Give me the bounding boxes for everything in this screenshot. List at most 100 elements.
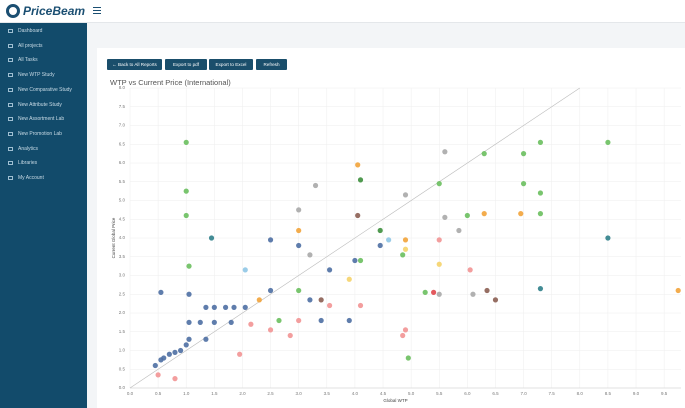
data-point: [307, 297, 313, 303]
logo-text: PriceBeam: [23, 4, 86, 18]
menu-icon: [8, 87, 13, 92]
toolbar-button[interactable]: Refresh: [256, 59, 287, 70]
y-tick-label: 6.5: [119, 141, 126, 146]
data-point: [436, 261, 442, 267]
menu-item[interactable]: My Account: [0, 171, 87, 185]
data-point: [222, 304, 229, 310]
toolbar-button[interactable]: Export to Excel: [209, 59, 253, 70]
data-point: [464, 212, 470, 219]
data-point: [442, 214, 448, 220]
report-panel: [97, 48, 685, 408]
x-tick-label: 9.5: [661, 391, 668, 396]
x-tick-label: 8.5: [605, 391, 612, 396]
menu-toggle[interactable]: [93, 7, 101, 14]
menu-item[interactable]: New Attribute Study: [0, 98, 87, 112]
menu-item[interactable]: Analytics: [0, 142, 87, 156]
data-point: [355, 212, 361, 219]
menu-item[interactable]: Dashboard: [0, 24, 87, 38]
menu-item[interactable]: Libraries: [0, 156, 87, 170]
data-point: [402, 192, 409, 198]
data-point: [155, 372, 161, 378]
x-tick-label: 4.0: [352, 391, 359, 396]
menu-label: All projects: [18, 42, 43, 49]
menu-item[interactable]: New Comparative Study: [0, 83, 87, 97]
y-tick-label: 0.5: [119, 366, 126, 371]
data-point: [346, 276, 352, 282]
data-point: [605, 235, 611, 241]
data-point: [267, 287, 274, 294]
data-point: [203, 336, 209, 342]
data-point: [352, 257, 358, 264]
x-tick-label: 3.0: [296, 391, 303, 396]
menu-item[interactable]: New Assortment Lab: [0, 112, 87, 126]
menu-label: Dashboard: [18, 28, 43, 34]
x-tick-label: 2.5: [267, 391, 274, 396]
y-tick-label: 7.0: [119, 123, 126, 128]
data-point: [276, 317, 282, 324]
menu-icon: [8, 176, 13, 180]
menu-icon: [8, 117, 13, 122]
toolbar-button[interactable]: ← Back to All Reports: [107, 59, 162, 70]
data-point: [287, 332, 293, 339]
data-point: [178, 347, 184, 354]
menu-label: New WTP Study: [18, 72, 55, 79]
data-point: [256, 297, 262, 303]
data-point: [357, 302, 364, 309]
data-point: [267, 237, 274, 243]
x-tick-label: 2.0: [239, 391, 246, 396]
data-point: [267, 327, 274, 333]
menu-icon: [8, 58, 13, 63]
x-tick-label: 3.5: [324, 391, 331, 396]
data-point: [402, 246, 409, 252]
data-point: [405, 355, 411, 361]
x-tick-label: 7.0: [520, 391, 527, 396]
x-tick-label: 9.0: [633, 391, 640, 396]
data-point: [203, 304, 209, 310]
toolbar-button[interactable]: Export to pdf: [165, 59, 207, 70]
data-point: [228, 319, 234, 325]
y-tick-label: 1.0: [119, 348, 126, 353]
data-point: [436, 181, 442, 187]
data-point: [231, 304, 237, 310]
x-tick-label: 5.0: [408, 391, 415, 396]
y-tick-label: 4.5: [119, 216, 126, 221]
data-point: [248, 321, 254, 327]
menu-item[interactable]: All projects: [0, 39, 87, 53]
data-point: [183, 342, 189, 348]
data-point: [481, 151, 487, 157]
data-point: [296, 227, 302, 234]
data-point: [484, 287, 490, 294]
menu-item[interactable]: All Tasks: [0, 53, 87, 67]
logo[interactable]: PriceBeam: [6, 2, 85, 20]
x-tick-label: 5.5: [436, 391, 443, 396]
data-point: [186, 319, 192, 325]
y-tick-label: 1.5: [119, 329, 126, 334]
data-point: [436, 237, 442, 243]
data-point: [183, 139, 189, 145]
y-tick-label: 0.0: [119, 385, 126, 390]
data-point: [400, 332, 406, 339]
y-axis-label: Current Global Price: [111, 217, 116, 258]
menu-item[interactable]: New WTP Study: [0, 68, 87, 82]
menu-item[interactable]: New Promotion Lab: [0, 127, 87, 141]
x-axis-label: Global WTP: [383, 398, 407, 403]
y-tick-label: 5.0: [119, 198, 126, 203]
menu-icon: [8, 146, 13, 151]
data-point: [520, 181, 527, 187]
menu-label: New Assortment Lab: [18, 116, 65, 123]
menu-icon: [8, 102, 13, 107]
y-tick-label: 3.5: [119, 254, 126, 259]
x-tick-label: 0.5: [155, 391, 162, 396]
data-point: [537, 139, 544, 145]
data-point: [326, 267, 333, 273]
data-point: [422, 289, 428, 295]
data-point: [186, 263, 192, 269]
data-point: [377, 227, 383, 234]
data-point: [211, 319, 217, 325]
menu-label: New Comparative Study: [18, 86, 72, 93]
data-point: [186, 336, 192, 342]
data-point: [537, 190, 544, 196]
data-point: [537, 286, 544, 292]
data-point: [520, 151, 527, 157]
